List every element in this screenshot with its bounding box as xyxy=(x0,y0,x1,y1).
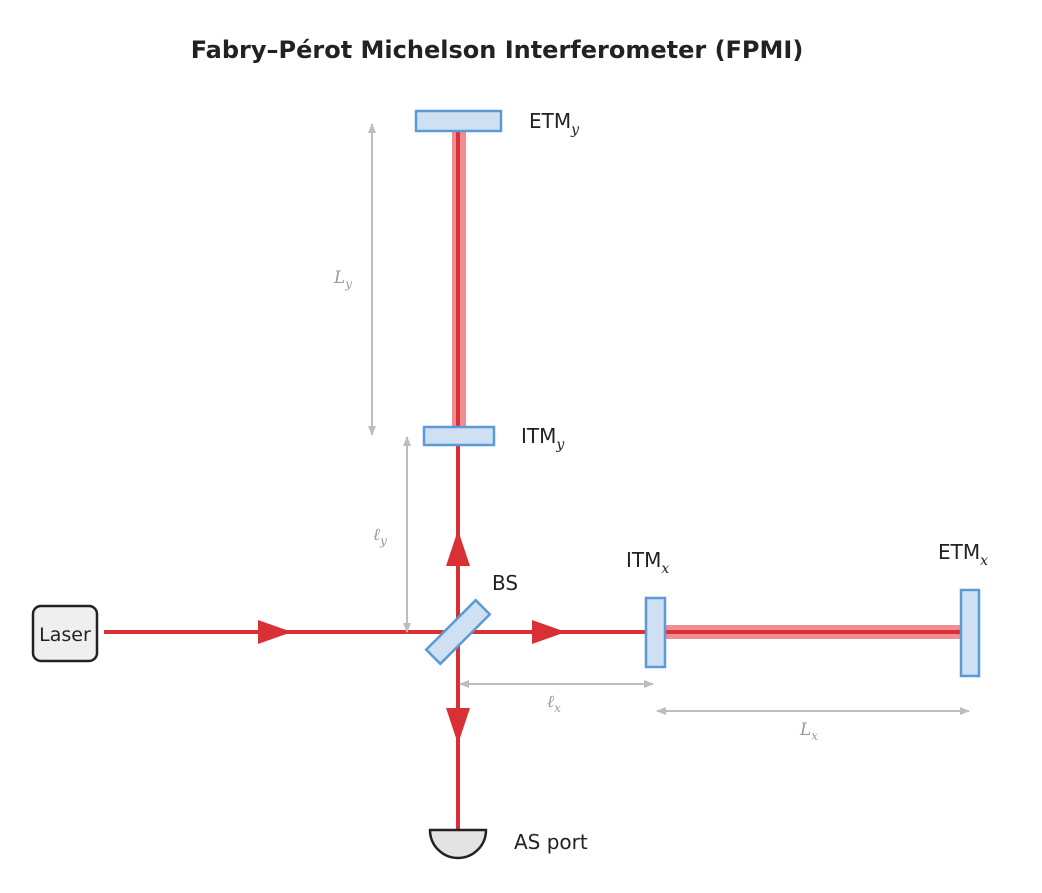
diagram-title: Fabry–Pérot Michelson Interferometer (FP… xyxy=(191,36,804,64)
beam-splitter xyxy=(424,598,492,666)
laser-box xyxy=(31,604,99,663)
itm-x-label: ITMx xyxy=(626,548,669,577)
laser-source: Laser xyxy=(31,604,99,663)
itm-y-mirror xyxy=(422,425,496,447)
dimension-arrows xyxy=(368,123,970,715)
l-x-dimension-label: ℓx xyxy=(547,692,561,715)
l-y-dimension-label: ℓy xyxy=(373,525,387,548)
mirrors xyxy=(414,109,981,678)
etm-y-mirror xyxy=(414,109,503,133)
arrow-right-icon xyxy=(258,620,292,644)
arrow-right-icon xyxy=(532,620,566,644)
as-port-detector: AS port xyxy=(428,828,588,860)
itm-y-label: ITMy xyxy=(521,424,565,453)
etm-x-label: ETMx xyxy=(938,540,988,569)
L-x-dimension-label: Lx xyxy=(799,720,818,743)
cavity-beams xyxy=(452,131,961,639)
arrow-up-icon xyxy=(446,530,470,566)
L-y-dimension-label: Ly xyxy=(333,268,352,291)
etm-x-mirror xyxy=(959,588,981,678)
laser-beams xyxy=(104,131,961,830)
itm-x-mirror xyxy=(644,596,667,669)
photodetector-icon xyxy=(428,828,488,860)
etm-y-label: ETMy xyxy=(529,109,580,138)
laser-label: Laser xyxy=(39,624,91,646)
bs-label: BS xyxy=(492,571,518,595)
as-port-label: AS port xyxy=(514,830,588,854)
arrow-down-icon xyxy=(446,708,470,744)
beam-direction-arrows xyxy=(258,530,566,744)
